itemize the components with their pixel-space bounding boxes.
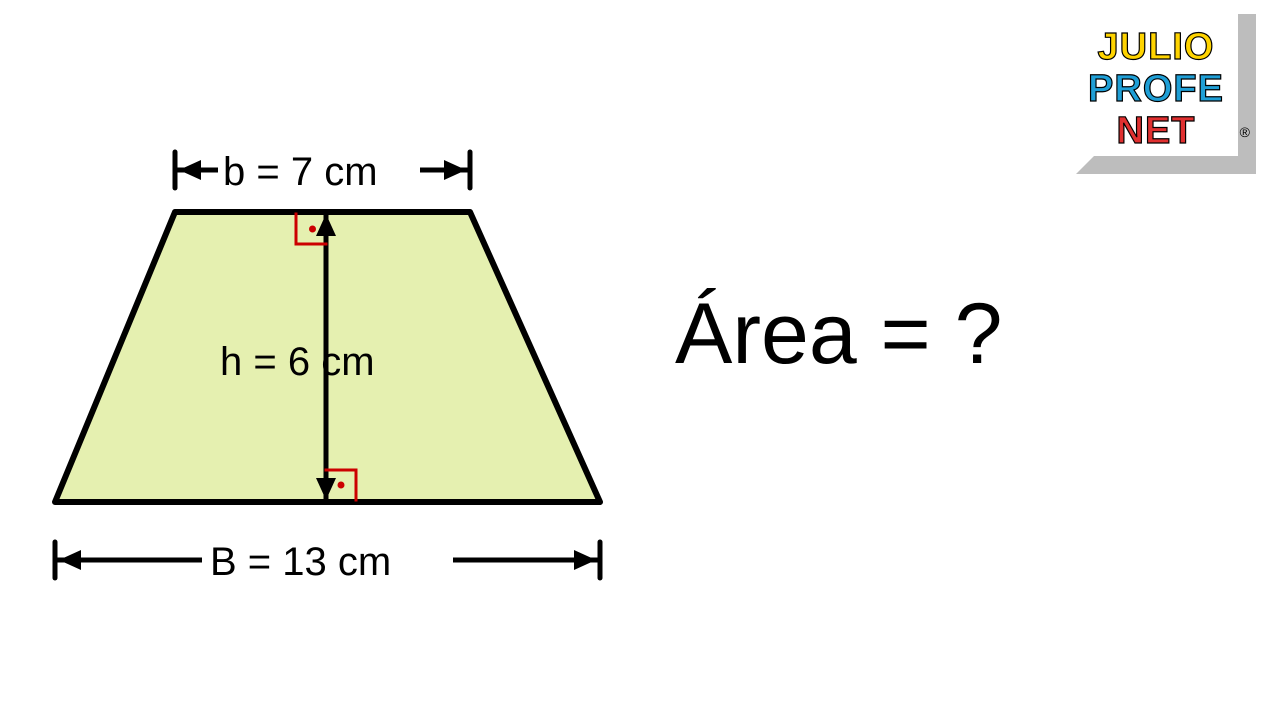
area-question: Área = ?: [675, 285, 1003, 384]
logo-line-3: NET: [1076, 110, 1236, 153]
height-label: h = 6 cm: [220, 340, 375, 385]
diagram-stage: { "canvas": { "width": 1280, "height": 7…: [0, 0, 1280, 720]
logo-line-1: JULIO: [1076, 26, 1236, 69]
top-base-label: b = 7 cm: [223, 150, 378, 195]
bottom-base-label: B = 13 cm: [210, 540, 391, 585]
logo-line-2: PROFE: [1076, 68, 1236, 111]
logo: JULIO PROFE NET ®: [1076, 14, 1256, 174]
registered-mark: ®: [1240, 124, 1250, 140]
